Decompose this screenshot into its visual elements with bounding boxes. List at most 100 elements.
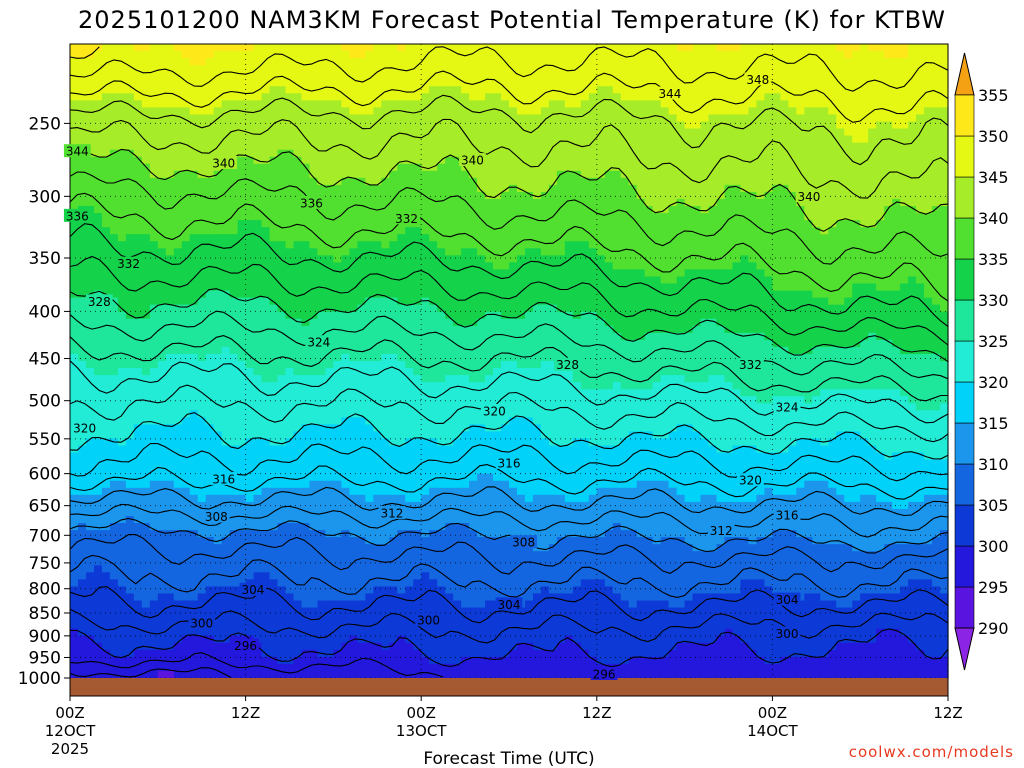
- contour-label-332: 332: [115, 256, 142, 271]
- contour-line: [69, 94, 949, 166]
- pressure-tick-label: 300: [29, 187, 61, 207]
- contour-label-300: 300: [773, 626, 801, 641]
- credit-text: coolwx.com/models: [849, 743, 1014, 761]
- contour-label-304: 304: [239, 582, 267, 597]
- contour-line: [69, 586, 949, 624]
- contour-line: [69, 171, 949, 265]
- contour-line: [69, 70, 949, 123]
- colorbar-bin-295: [954, 545, 975, 588]
- contour-label-304: 304: [495, 597, 523, 612]
- contour-label-300: 300: [188, 616, 216, 631]
- pressure-tick-label: 950: [29, 648, 61, 668]
- pressure-tick-label: 500: [29, 392, 61, 412]
- colorbar-tick-label: 310: [978, 455, 1009, 474]
- contour-label-308: 308: [202, 509, 230, 524]
- colorbar-bin-355: [954, 52, 975, 96]
- colorbar-tick-label: 355: [978, 86, 1009, 105]
- date-tick-label: 12OCT: [45, 722, 96, 740]
- contour-line: [69, 517, 949, 554]
- colorbar-bin-300: [954, 504, 975, 547]
- contour-label-324: 324: [773, 400, 801, 415]
- contour-label-304: 304: [773, 592, 801, 607]
- pressure-tick-label: 900: [29, 627, 61, 647]
- colorbar-tick-label: 325: [978, 332, 1009, 351]
- contour-label-320: 320: [737, 473, 764, 488]
- plot-frame: [69, 43, 949, 697]
- contour-line: [69, 412, 949, 460]
- contour-line: [69, 46, 100, 59]
- pressure-tick-label: 550: [29, 430, 61, 450]
- x-axis-label: Forecast Time (UTC): [423, 749, 594, 768]
- contour-line: [69, 310, 949, 380]
- contour-label-336: 336: [298, 195, 325, 210]
- colorbar-tick-label: 290: [978, 619, 1009, 638]
- pressure-tick-label: 250: [29, 114, 61, 134]
- time-tick-label: 00Z: [55, 704, 84, 722]
- time-tick-label: 00Z: [758, 704, 787, 722]
- contour-label-320: 320: [71, 420, 99, 435]
- time-tick-label: 12Z: [582, 704, 611, 722]
- pressure-tick-label: 750: [29, 554, 61, 574]
- chart-title: 2025101200 NAM3KM Forecast Potential Tem…: [78, 6, 946, 34]
- colorbar-bin-335: [954, 217, 975, 260]
- date-tick-label: 14OCT: [747, 722, 798, 740]
- pressure-tick-label: 450: [29, 350, 61, 370]
- colorbar-bin-310: [954, 422, 975, 465]
- contour-line: [69, 255, 949, 346]
- contour-line: [69, 554, 949, 598]
- contour-label-300: 300: [415, 612, 442, 627]
- year-tick-label: 2025: [51, 740, 89, 758]
- contour-label-296: 296: [232, 638, 259, 653]
- contour-label-316: 316: [495, 455, 523, 470]
- contour-label-344: 344: [656, 86, 684, 101]
- contour-line: [69, 628, 949, 668]
- colorbar-tick-label: 350: [978, 127, 1009, 146]
- colorbar-bin-305: [954, 463, 975, 506]
- contour-line: [69, 534, 949, 575]
- colorbar: 290 295 300 305 310 315 320 325 330 335 340 345 350 3…: [954, 52, 1009, 671]
- contour-line: [69, 503, 949, 538]
- contour-labels: 344 336 332 328 320 316 308 304 300 296 340 336 332 3…: [63, 72, 823, 681]
- contour-line: [69, 384, 949, 443]
- contour-label-316: 316: [210, 471, 238, 486]
- contour-label-340: 340: [459, 153, 486, 168]
- contour-label-296: 296: [590, 666, 618, 681]
- contour-label-320: 320: [480, 403, 508, 418]
- contour-label-312: 312: [707, 523, 735, 538]
- colorbar-tick-label: 320: [978, 373, 1009, 392]
- contour-label-336: 336: [63, 208, 91, 223]
- contour-line: [69, 335, 948, 402]
- colorbar-bin-340: [954, 176, 975, 219]
- contour-line: [69, 608, 949, 644]
- contour-line: [69, 46, 949, 92]
- ground-surface: [70, 678, 948, 696]
- pressure-tick-label: 1000: [18, 669, 61, 689]
- date-tick-label: 13OCT: [396, 722, 447, 740]
- colorbar-bin-330: [954, 258, 975, 301]
- contour-label-340: 340: [795, 189, 823, 204]
- time-tick-label: 12Z: [933, 704, 962, 722]
- colorbar-tick-label: 305: [978, 496, 1009, 515]
- time-tick-label: 00Z: [407, 704, 436, 722]
- contour-label-308: 308: [510, 535, 538, 550]
- contour-line: [69, 288, 949, 363]
- contour-label-332: 332: [393, 211, 420, 226]
- contour-label-348: 348: [744, 72, 772, 87]
- pressure-tick-label: 850: [29, 604, 61, 624]
- pressure-tick-label: 700: [29, 526, 61, 546]
- pressure-tick-label: 350: [29, 249, 61, 269]
- contour-label-312: 312: [378, 505, 406, 520]
- colorbar-bin-345: [954, 135, 975, 178]
- colorbar-tick-label: 345: [978, 168, 1009, 187]
- colorbar-bin-315: [954, 381, 975, 424]
- pressure-tick-label: 600: [29, 465, 61, 485]
- contour-label-340: 340: [210, 155, 238, 170]
- pressure-axis: 250 300 350 400 450 500 550 600 650 700 750 800 850 9…: [18, 114, 70, 689]
- colorbar-tick-label: 315: [978, 414, 1009, 433]
- contour-label-324: 324: [305, 335, 333, 350]
- colorbar-tick-label: 335: [978, 250, 1009, 269]
- contour-line: [69, 486, 949, 517]
- contour-label-328: 328: [85, 294, 113, 309]
